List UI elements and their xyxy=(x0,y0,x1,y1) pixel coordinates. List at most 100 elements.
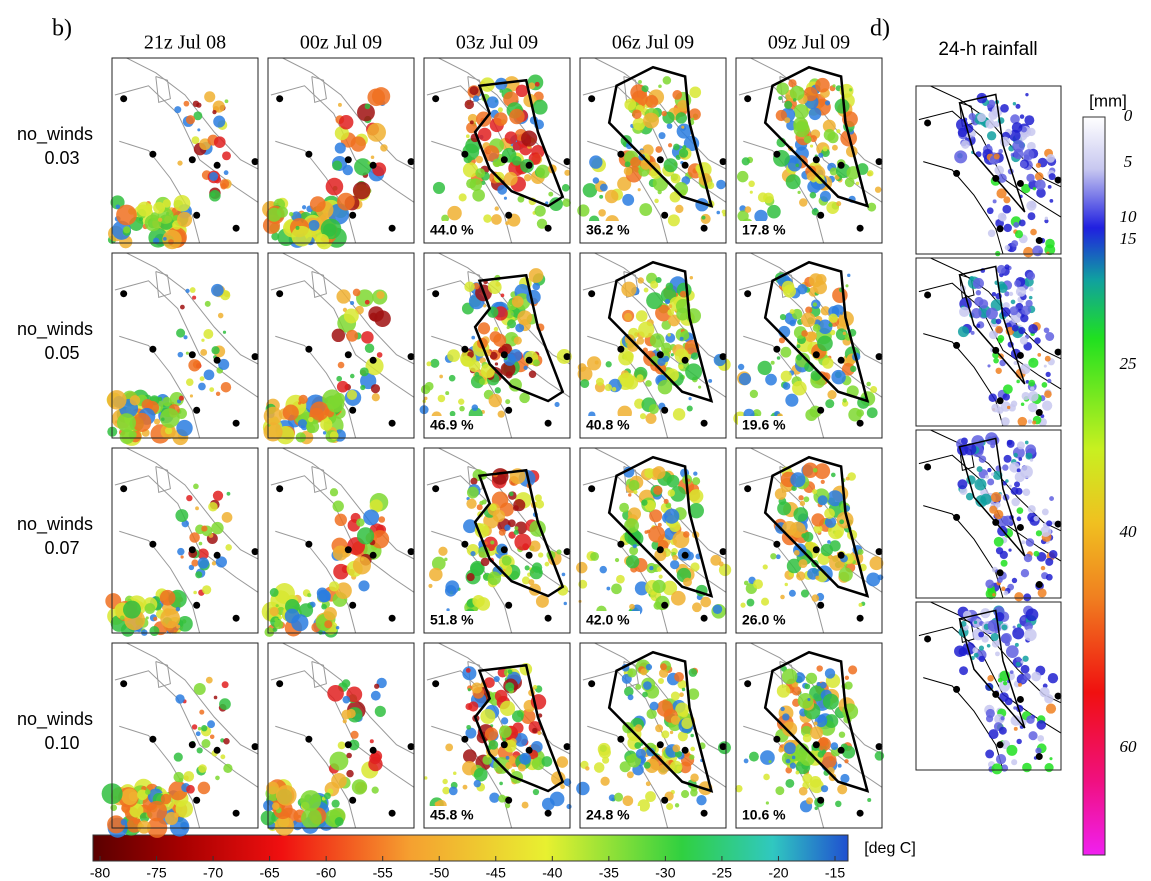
cloud-blob xyxy=(289,212,293,216)
cloud-blob xyxy=(987,131,996,140)
cloud-blob xyxy=(778,96,782,100)
cloud-blob xyxy=(835,801,841,807)
cloud-blob xyxy=(1026,174,1034,182)
cloud-blob xyxy=(691,352,699,360)
station-dot xyxy=(773,541,780,548)
station-dot xyxy=(349,407,356,414)
cloud-blob xyxy=(500,701,515,716)
cloud-blob xyxy=(763,193,774,204)
station-dot xyxy=(149,151,156,158)
station-dot xyxy=(817,602,824,609)
cloud-blob xyxy=(191,559,198,566)
cloud-blob xyxy=(780,707,784,711)
cloud-blob xyxy=(524,366,528,370)
cloud-blob xyxy=(1014,592,1023,601)
station-dot xyxy=(432,680,439,687)
cloud-blob xyxy=(979,645,984,650)
cloud-blob xyxy=(337,193,355,211)
cloud-blob xyxy=(1020,337,1028,345)
cloud-blob xyxy=(867,170,873,176)
cloud-blob xyxy=(801,330,808,337)
cloud-blob xyxy=(973,278,984,289)
cloud-blob xyxy=(589,155,602,168)
cloud-blob xyxy=(353,182,371,200)
cloud-blob xyxy=(278,616,282,620)
cloud-blob xyxy=(533,789,539,795)
cloud-blob xyxy=(1003,393,1010,400)
cloud-blob xyxy=(782,713,789,720)
station-dot xyxy=(773,736,780,743)
cloud-blob xyxy=(505,803,510,808)
station-dot xyxy=(370,162,377,169)
cloud-blob xyxy=(803,496,809,502)
cloud-blob xyxy=(767,205,781,219)
cloud-blob xyxy=(198,782,211,795)
cloud-blob xyxy=(780,595,785,600)
cloud-blob xyxy=(799,559,808,568)
cloud-blob xyxy=(310,196,326,212)
cloud-blob xyxy=(825,668,835,678)
cloud-blob xyxy=(671,174,681,184)
station-dot xyxy=(953,686,960,693)
cloud-blob xyxy=(481,558,490,567)
station-dot xyxy=(617,346,624,353)
cloud-blob xyxy=(828,314,837,323)
station-dot xyxy=(1036,409,1043,416)
cloud-blob xyxy=(1033,187,1036,190)
cloud-blob xyxy=(220,754,225,759)
cloud-blob xyxy=(996,754,1006,764)
cloud-blob xyxy=(680,291,687,298)
cloud-blob xyxy=(605,190,618,203)
cloud-blob xyxy=(499,529,506,536)
cloud-blob xyxy=(274,620,283,629)
cloud-blob xyxy=(835,99,850,114)
cloud-blob xyxy=(192,296,196,300)
map-panel: 26.0 % xyxy=(736,448,883,633)
cloud-blob xyxy=(201,739,210,748)
cloud-blob xyxy=(858,549,864,555)
cloud-blob xyxy=(1038,588,1047,597)
cloud-blob xyxy=(810,144,813,147)
station-dot xyxy=(120,680,127,687)
station-dot xyxy=(193,797,200,804)
station-dot xyxy=(744,485,751,492)
cloud-blob xyxy=(121,819,128,826)
cloud-blob xyxy=(367,123,386,142)
cloud-blob xyxy=(798,495,803,500)
station-dot xyxy=(953,514,960,521)
cloud-blob xyxy=(780,314,786,320)
cloud-blob xyxy=(190,287,196,293)
cloud-blob xyxy=(333,501,344,512)
cloud-blob xyxy=(693,471,697,475)
cloud-blob xyxy=(1013,453,1017,457)
cloud-blob xyxy=(347,390,357,400)
station-dot xyxy=(149,541,156,548)
cloud-blob xyxy=(744,581,749,586)
station-dot xyxy=(349,797,356,804)
cloud-blob xyxy=(153,617,157,621)
cloud-blob xyxy=(807,698,810,701)
cloud-blob xyxy=(1021,569,1029,577)
cloud-blob xyxy=(1001,633,1012,644)
map-panel: 24.8 % xyxy=(576,643,731,828)
cloud-blob xyxy=(765,374,777,386)
cloud-blob xyxy=(447,349,460,362)
cloud-blob xyxy=(1021,540,1025,544)
cloud-blob xyxy=(683,531,690,538)
cloud-blob xyxy=(116,204,121,209)
cloud-blob xyxy=(361,331,374,344)
cloud-blob xyxy=(562,184,570,192)
cloud-blob xyxy=(342,696,350,704)
cloud-blob xyxy=(635,724,643,732)
cloud-blob xyxy=(1025,93,1028,96)
cloud-blob xyxy=(342,679,351,688)
station-dot xyxy=(276,485,283,492)
cloud-blob xyxy=(578,363,587,372)
cloud-blob xyxy=(991,633,999,641)
cloud-blob xyxy=(799,198,807,206)
cloud-blob xyxy=(1045,558,1053,566)
cloud-blob xyxy=(1016,380,1020,384)
cloud-blob xyxy=(875,751,885,761)
cloud-blob xyxy=(1036,530,1042,536)
cloud-blob xyxy=(798,693,814,709)
